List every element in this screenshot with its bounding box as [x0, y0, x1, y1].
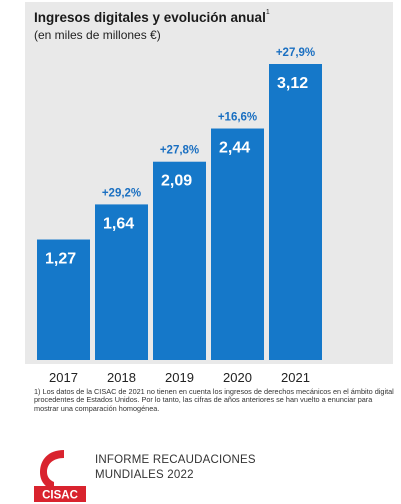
bar-chart: 1,27 2017 1,64 +29,2% 2018 2,09 +27,8% 2019 2,44…: [37, 47, 322, 385]
logo-band: [34, 486, 86, 502]
x-tick-label-2021: 2021: [281, 370, 310, 385]
report-title-line1: INFORME RECAUDACIONES: [95, 454, 256, 466]
x-tick-label-2019: 2019: [165, 370, 194, 385]
x-tick-label-2017: 2017: [49, 370, 78, 385]
value-label-2020: 2,44: [219, 140, 250, 157]
value-label-2019: 2,09: [161, 173, 192, 190]
x-tick-label-2020: 2020: [223, 370, 252, 385]
chart-title: Ingresos digitales y evolución anual1: [34, 9, 270, 25]
value-label-2018: 1,64: [103, 215, 134, 232]
cisac-logo: CISAC: [34, 446, 86, 504]
logo-arc: [40, 450, 64, 490]
bar-2019: [153, 161, 206, 360]
x-tick-label-2018: 2018: [107, 370, 136, 385]
title-footnote-marker: 1: [265, 9, 270, 16]
growth-label-2021: +27,9%: [276, 47, 315, 59]
bar-2021: [269, 64, 322, 360]
report-title-line2: MUNDIALES 2022: [95, 468, 194, 481]
value-label-2017: 1,27: [45, 251, 76, 268]
growth-label-2018: +29,2%: [102, 187, 141, 199]
growth-label-2020: +16,6%: [218, 112, 257, 124]
chart-subtitle: (en miles de millones €): [34, 28, 161, 42]
footnote: 1) Los datos de la CISAC de 2021 no tien…: [34, 387, 394, 413]
logo-text: CISAC: [42, 490, 78, 502]
bar-2020: [211, 128, 264, 360]
bar-2018: [95, 204, 148, 360]
report-title: INFORME RECAUDACIONES MUNDIALES 2022: [95, 453, 256, 482]
growth-label-2019: +27,8%: [160, 145, 199, 157]
value-label-2021: 3,12: [277, 75, 308, 92]
bar-2017: [37, 239, 90, 360]
